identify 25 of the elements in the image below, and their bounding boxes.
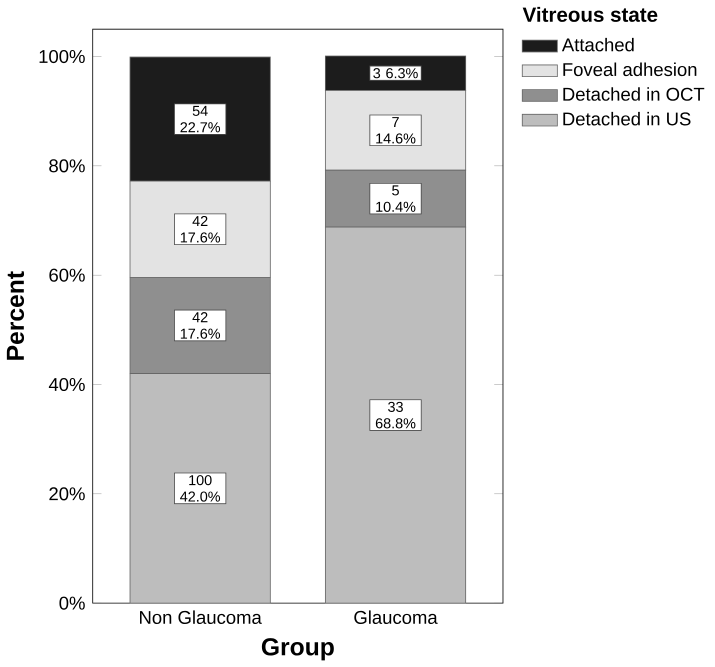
y-tick-label: 100%: [40, 50, 85, 63]
legend-label: Detached in US: [563, 112, 691, 126]
y-axis-title: Percent: [6, 271, 24, 360]
y-tick-label: 40%: [48, 378, 85, 391]
data-label: 100 42.0%: [180, 474, 220, 502]
data-label: 7 14.6%: [376, 116, 416, 144]
x-axis-title: Group: [262, 638, 334, 660]
y-tick-label: 80%: [49, 159, 85, 172]
bar: [130, 373, 271, 604]
x-tick-label: Non Glaucoma: [140, 610, 262, 624]
legend-title: Vitreous state: [522, 6, 658, 22]
data-label: 33 68.8%: [376, 402, 416, 428]
x-tick-label: Glaucoma: [354, 610, 438, 624]
legend-label: Attached: [562, 38, 634, 52]
data-label: 5 10.4%: [376, 185, 416, 212]
y-tick-label: 60%: [49, 268, 85, 282]
data-label: 42 17.6%: [180, 312, 220, 339]
data-label: 42 17.6%: [180, 216, 220, 242]
legend-label: Detached in OCT: [563, 87, 704, 101]
data-label: 3 6.3%: [373, 68, 418, 78]
y-tick-label: 20%: [49, 487, 85, 500]
legend-label: Foveal adhesion: [563, 62, 696, 76]
y-tick-label: 0%: [59, 596, 85, 610]
data-label: 54 22.7%: [180, 106, 220, 132]
bar: [324, 226, 466, 604]
